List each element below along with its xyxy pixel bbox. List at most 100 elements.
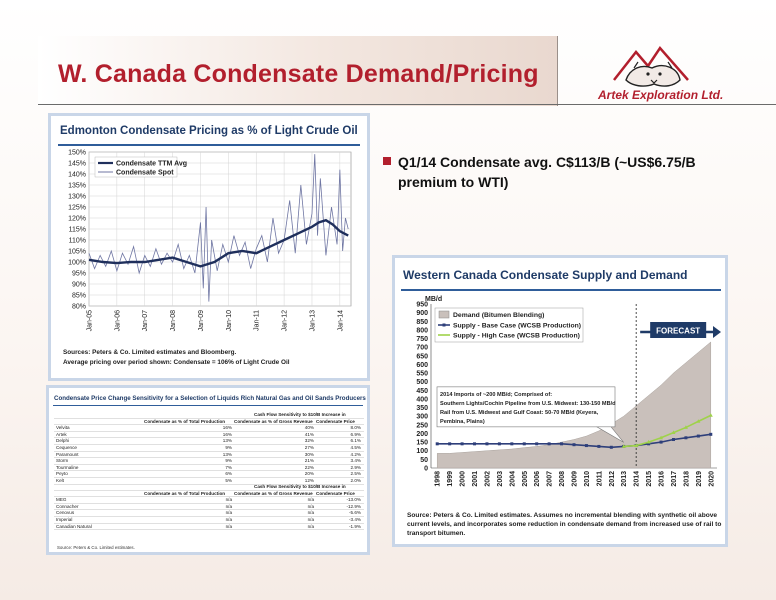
supply-demand-y-tick-label: 400	[416, 396, 428, 403]
supply-demand-high-case-point	[683, 425, 688, 429]
supply-demand-high-case-point	[634, 443, 639, 447]
sensitivity-table-cell: 6.9%	[350, 431, 361, 437]
supply-demand-x-tick-label: 2005	[522, 471, 529, 487]
supply-demand-x-tick-label: 2001	[472, 471, 479, 487]
supply-demand-y-tick-label: 350	[416, 405, 428, 412]
supply-demand-high-case-point	[621, 444, 626, 448]
supply-demand-high-case-point	[659, 435, 664, 440]
edmonton-chart-panel: Edmonton Condensate Pricing as % of Ligh…	[48, 113, 370, 381]
sensitivity-table-cell: 4.5%	[350, 444, 361, 450]
supply-demand-annotation-line: Pembina, Plains)	[440, 419, 485, 425]
sensitivity-table-cell: n/a	[225, 503, 232, 509]
sensitivity-source: Source: Peters & Co. Limited estimates.	[57, 545, 135, 550]
edmonton-legend-box	[94, 156, 178, 178]
sensitivity-table-gas: Cash Flow Sensitivity to $10/B Increase …	[54, 412, 364, 485]
bullet-marker	[383, 157, 391, 165]
edmonton-spot-line	[88, 154, 349, 302]
edmonton-y-tick-label: 110%	[69, 238, 86, 245]
supply-demand-annotation-line: 2014 Imports of ~200 MB/d; Comprised of:	[440, 392, 552, 398]
sensitivity-table-cell: 40%	[304, 425, 314, 431]
sensitivity-table-cell: 41%	[304, 431, 314, 437]
supply-demand-y-axis-label: MB/d	[425, 296, 442, 303]
supply-demand-x-tick-label: 1999	[447, 471, 454, 487]
supply-demand-annotation-line: Rail from U.S. Midwest and Gulf Coast: 5…	[440, 410, 599, 416]
sensitivity-table-cell: 27%	[304, 444, 314, 450]
sensitivity-table-cell: 13%	[222, 451, 232, 457]
sensitivity-table-cell: Cenovus	[56, 510, 75, 516]
supply-demand-legend-high-label: Supply - High Case (WCSB Production)	[453, 333, 580, 340]
sensitivity-column-header: Condensate Price	[316, 418, 355, 424]
sensitivity-table-cell: Tourmaline	[56, 464, 79, 470]
supply-demand-base-case-point	[497, 442, 501, 446]
header-divider	[557, 36, 558, 106]
supply-demand-chart-panel: Western Canada Condensate Supply and Dem…	[392, 255, 728, 547]
supply-demand-base-case-point	[560, 442, 564, 446]
header-rule	[38, 104, 776, 105]
edmonton-ttm-line	[88, 218, 349, 268]
supply-demand-high-case-point	[696, 419, 701, 423]
supply-demand-legend-base-marker	[442, 323, 446, 327]
supply-demand-x-tick-label: 2017	[671, 471, 678, 487]
sensitivity-table-cell: -5.6%	[348, 510, 361, 516]
supply-demand-y-tick-label: 200	[416, 431, 428, 438]
edmonton-y-tick-label: 100%	[68, 260, 86, 267]
edmonton-x-tick-label: Jan-09	[198, 310, 205, 332]
sensitivity-table-cell: Peyto	[56, 471, 68, 477]
sensitivity-table-cell: 13%	[222, 438, 232, 444]
supply-demand-base-case-point	[572, 443, 576, 447]
supply-demand-x-tick-label: 2000	[460, 471, 467, 487]
sensitivity-table-row: Cequence 9% 27% 4.5%	[54, 445, 364, 452]
supply-demand-base-case-point	[584, 444, 588, 448]
supply-demand-annotation-line: Southern Lights/Cochin Pipeline from U.S…	[440, 401, 616, 407]
supply-demand-base-case-point	[709, 432, 713, 436]
edmonton-source-note: Sources: Peters & Co. Limited estimates …	[63, 349, 237, 356]
supply-demand-x-tick-label: 2019	[696, 471, 703, 487]
sensitivity-table-row: Artek 16% 41% 6.9%	[54, 432, 364, 439]
edmonton-average-note: Average pricing over period shown: Conde…	[63, 359, 290, 366]
supply-demand-x-tick-label: 2002	[484, 471, 491, 487]
sensitivity-table-cell: 22%	[304, 464, 314, 470]
sensitivity-column-header: Condensate as % of Gross Revenue	[234, 490, 313, 496]
supply-demand-y-tick-label: 900	[416, 310, 428, 317]
supply-demand-annotation-box	[436, 386, 616, 428]
supply-demand-base-case-point	[473, 442, 477, 446]
edmonton-x-tick-label: Jan-12	[282, 310, 289, 332]
edmonton-x-tick-label: Jan-07	[142, 310, 149, 332]
edmonton-y-tick-label: 140%	[68, 172, 86, 179]
sensitivity-table-cell: Velvita	[56, 425, 70, 431]
supply-demand-x-tick-label: 2012	[609, 471, 616, 487]
sensitivity-table-cell: -13.0%	[346, 497, 361, 503]
edmonton-x-tick-label: Jan-10	[226, 310, 233, 332]
supply-demand-note-3: transport bitumen.	[407, 530, 466, 537]
sensitivity-table-cell: 16%	[222, 431, 232, 437]
edmonton-y-tick-label: 115%	[69, 227, 86, 234]
sensitivity-table-title: Condensate Price Change Sensitivity for …	[54, 395, 366, 402]
supply-demand-y-tick-label: 950	[416, 302, 428, 309]
sensitivity-table-cell: 9%	[225, 444, 232, 450]
supply-demand-x-tick-label: 2003	[497, 471, 504, 487]
supply-demand-x-tick-label: 2009	[572, 471, 579, 487]
sensitivity-header-row: Condensate as % of Total Production Conde…	[54, 491, 364, 498]
sensitivity-table-cell: -3.4%	[348, 516, 361, 522]
sensitivity-table-cell: 20%	[304, 471, 314, 477]
supply-demand-note-2: current levels, and incorporates some re…	[407, 521, 722, 528]
supply-demand-y-tick-label: 650	[416, 353, 428, 360]
edmonton-y-tick-label: 105%	[68, 249, 86, 256]
supply-demand-base-case-point	[535, 442, 539, 446]
supply-demand-note-1: Source: Peters & Co. Limited estimates. …	[407, 512, 718, 519]
sensitivity-table-cell: Paramount	[56, 451, 79, 457]
supply-demand-forecast-box	[650, 322, 707, 338]
sensitivity-table-cell: 5%	[225, 477, 232, 483]
sensitivity-table-cell: 8.0%	[350, 425, 361, 431]
supply-demand-x-tick-label: 2020	[708, 471, 715, 487]
supply-demand-y-tick-label: 600	[416, 362, 428, 369]
sensitivity-table-cell: -12.9%	[346, 503, 361, 509]
supply-demand-high-case-point	[708, 413, 713, 417]
supply-demand-base-case-point	[510, 442, 514, 446]
sensitivity-title-rule	[53, 405, 363, 406]
sensitivity-header-row: Condensate as % of Total Production Conde…	[54, 419, 364, 426]
sensitivity-table-cell: 16%	[222, 425, 232, 431]
sensitivity-table-cell: -1.9%	[348, 523, 361, 529]
sensitivity-table-row: Kelt 5% 12% 2.0%	[54, 478, 364, 485]
